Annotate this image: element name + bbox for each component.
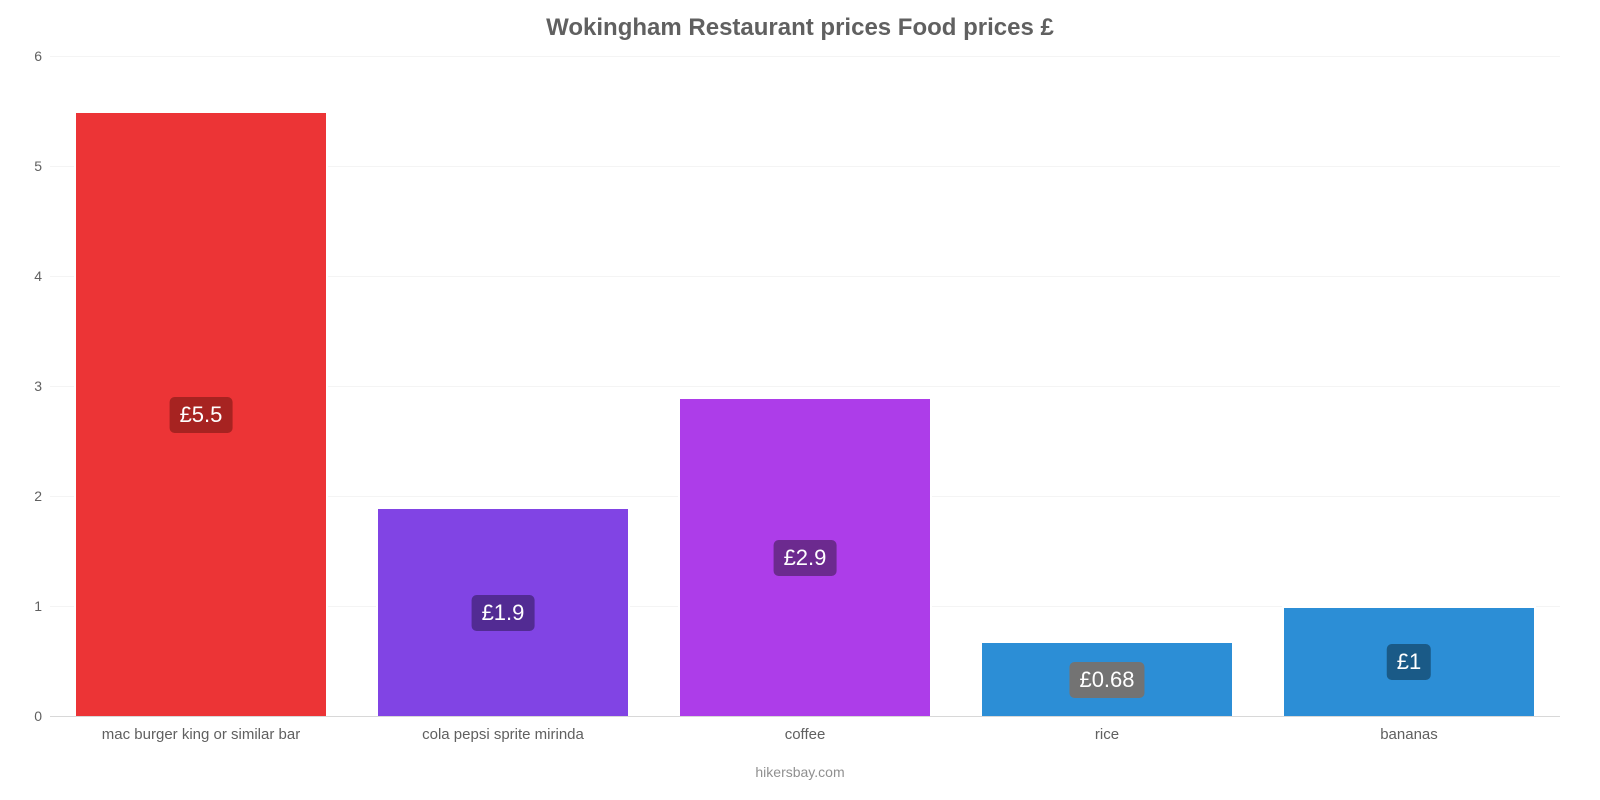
bar-slot: £2.9 bbox=[654, 56, 956, 716]
value-badge: £2.9 bbox=[774, 540, 837, 576]
x-tick-label: mac burger king or similar bar bbox=[50, 726, 352, 743]
bar-slot: £1.9 bbox=[352, 56, 654, 716]
bar: £2.9 bbox=[678, 397, 932, 716]
chart-title: Wokingham Restaurant prices Food prices … bbox=[0, 0, 1600, 42]
bar: £1 bbox=[1282, 606, 1536, 716]
chart-plot-area: 0123456 £5.5£1.9£2.9£0.68£1 bbox=[50, 56, 1560, 716]
value-badge: £0.68 bbox=[1069, 662, 1144, 698]
value-badge: £1.9 bbox=[472, 595, 535, 631]
value-badge: £1 bbox=[1387, 644, 1431, 680]
x-tick-label: coffee bbox=[654, 726, 956, 743]
attribution-text: hikersbay.com bbox=[0, 764, 1600, 780]
y-tick-label: 2 bbox=[34, 488, 42, 504]
bar-slot: £5.5 bbox=[50, 56, 352, 716]
x-tick-label: cola pepsi sprite mirinda bbox=[352, 726, 654, 743]
bars-container: £5.5 £1.9 £2.9 £0.68 £1 bbox=[50, 56, 1560, 716]
x-tick-label: rice bbox=[956, 726, 1258, 743]
x-axis-labels: mac burger king or similar barcola pepsi… bbox=[50, 726, 1560, 743]
y-tick-label: 1 bbox=[34, 598, 42, 614]
bar: £5.5 bbox=[74, 111, 328, 716]
y-tick-label: 0 bbox=[34, 708, 42, 724]
value-badge: £5.5 bbox=[170, 397, 233, 433]
y-tick-label: 4 bbox=[34, 268, 42, 284]
x-tick-label: bananas bbox=[1258, 726, 1560, 743]
bar-slot: £1 bbox=[1258, 56, 1560, 716]
bar-slot: £0.68 bbox=[956, 56, 1258, 716]
y-tick-label: 5 bbox=[34, 158, 42, 174]
bar: £0.68 bbox=[980, 641, 1234, 716]
y-tick-label: 3 bbox=[34, 378, 42, 394]
bar: £1.9 bbox=[376, 507, 630, 716]
gridline bbox=[50, 716, 1560, 717]
y-tick-label: 6 bbox=[34, 48, 42, 64]
